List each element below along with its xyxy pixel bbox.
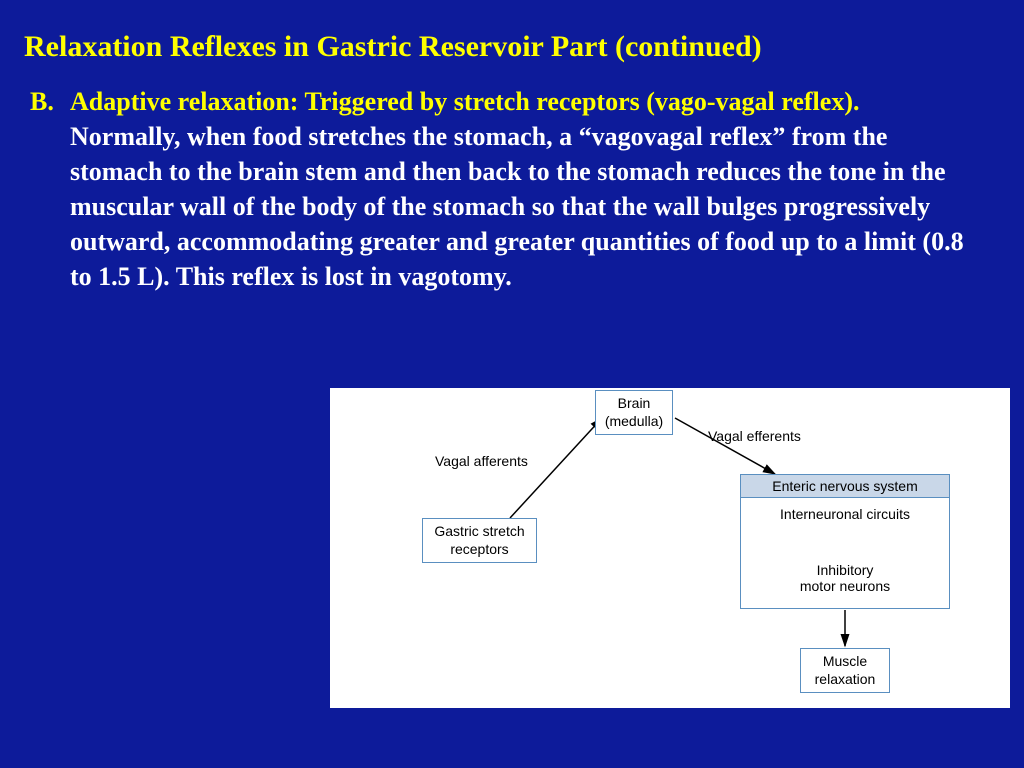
node-ens: Enteric nervous system Interneuronal cir… (740, 474, 950, 609)
node-ens-line3: motor neurons (741, 578, 949, 594)
reflex-diagram: Gastric stretch receptors Brain (medulla… (330, 388, 1010, 708)
node-ens-header: Enteric nervous system (741, 475, 949, 498)
highlight-text: Adaptive relaxation: Triggered by stretc… (70, 87, 859, 116)
list-marker: B. (30, 84, 70, 119)
node-brain: Brain (medulla) (595, 390, 673, 435)
node-gastric-l1: Gastric stretch (434, 523, 524, 539)
node-gastric-l2: receptors (450, 541, 508, 557)
node-muscle: Muscle relaxation (800, 648, 890, 693)
label-afferents: Vagal afferents (435, 453, 528, 469)
slide-body: B.Adaptive relaxation: Triggered by stre… (0, 74, 1024, 295)
node-ens-line1: Interneuronal circuits (741, 506, 949, 522)
node-gastric: Gastric stretch receptors (422, 518, 537, 563)
label-efferents: Vagal efferents (708, 428, 801, 444)
slide-title: Relaxation Reflexes in Gastric Reservoir… (0, 0, 1024, 74)
list-content: Adaptive relaxation: Triggered by stretc… (70, 84, 970, 295)
node-ens-line2: Inhibitory (741, 562, 949, 578)
node-brain-l1: Brain (618, 395, 651, 411)
body-remainder: Normally, when food stretches the stomac… (70, 122, 964, 291)
node-brain-l2: (medulla) (605, 413, 663, 429)
node-muscle-l2: relaxation (815, 671, 876, 687)
node-muscle-l1: Muscle (823, 653, 867, 669)
